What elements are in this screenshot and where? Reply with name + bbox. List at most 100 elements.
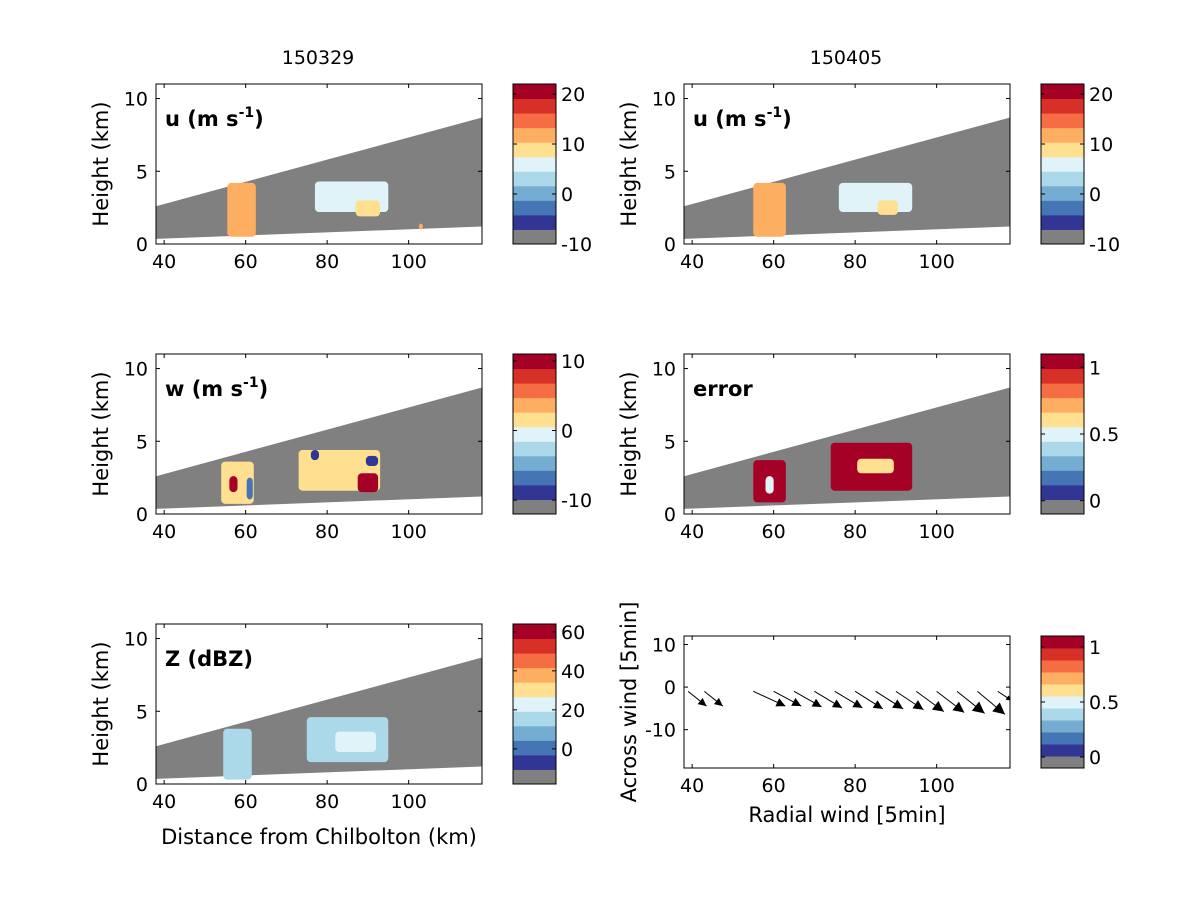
colorbar-swatch <box>1041 200 1084 216</box>
echo-cell <box>877 200 898 215</box>
y-tick-label: 10 <box>652 635 676 657</box>
y-tick-label: 5 <box>136 701 148 723</box>
y-axis-label: Height (km) <box>89 641 113 766</box>
colorbar-swatch <box>513 127 556 143</box>
colorbar-swatch <box>1041 660 1084 673</box>
colorbar-swatch <box>513 696 556 712</box>
plot-area <box>684 636 1010 768</box>
colorbar-swatch <box>1041 142 1084 158</box>
y-axis-label: Height (km) <box>89 101 113 226</box>
panel-label-superscript: -1 <box>243 375 259 391</box>
y-tick-label: 10 <box>124 359 148 381</box>
colorbar-swatch <box>1041 696 1084 709</box>
colorbar-swatch <box>1041 484 1084 500</box>
x-tick-label: 100 <box>919 251 955 273</box>
x-tick-label: 100 <box>919 775 955 797</box>
wind-arrow-head <box>992 702 1005 715</box>
colorbar-swatch <box>1041 113 1084 129</box>
colorbar-swatch <box>513 499 556 515</box>
colorbar-swatch <box>513 368 556 384</box>
colorbar-tick-label: -10 <box>1089 234 1120 256</box>
colorbar-tick-label: -10 <box>561 234 592 256</box>
colorbar-swatch <box>513 185 556 201</box>
colorbar-swatch <box>1041 672 1084 685</box>
y-tick-label: 0 <box>664 234 676 256</box>
y-tick-label: -10 <box>645 720 676 742</box>
x-tick-label: 100 <box>391 251 427 273</box>
y-axis-label: Height (km) <box>89 371 113 496</box>
y-tick-label: 5 <box>664 431 676 453</box>
y-axis-label: Height (km) <box>617 371 641 496</box>
x-tick-label: 80 <box>843 251 867 273</box>
x-tick-label: 80 <box>843 775 867 797</box>
panel-label-end: ) <box>782 107 792 131</box>
echo-cell <box>355 200 381 217</box>
colorbar-swatch <box>1041 185 1084 201</box>
plot-frame <box>155 83 483 245</box>
colorbar-swatch <box>1041 756 1084 769</box>
colorbar-swatch <box>1041 648 1084 661</box>
colorbar-swatch <box>1041 127 1084 143</box>
colorbar-swatch <box>513 354 556 370</box>
colorbar-swatch <box>1041 684 1084 697</box>
plot-data <box>684 117 1010 239</box>
colorbar-swatch <box>1041 426 1084 442</box>
plot-frame <box>683 635 1011 769</box>
echo-cell <box>227 182 256 237</box>
colorbar-tick-label: 20 <box>561 84 585 106</box>
x-tick-label: 80 <box>315 251 339 273</box>
x-axis-label: Distance from Chilbolton (km) <box>161 825 477 849</box>
colorbar-swatch <box>513 84 556 100</box>
wind-arrow-head <box>713 697 723 707</box>
wind-arrow-head <box>931 700 944 712</box>
colorbar-tick-label: 20 <box>561 700 585 722</box>
colorbar-swatch <box>1041 354 1084 370</box>
wind-arrow-head <box>912 700 924 710</box>
colorbar-tick-label: 0 <box>561 739 573 761</box>
colorbar-swatch <box>1041 470 1084 486</box>
colorbar-swatch <box>513 484 556 500</box>
colorbar-swatch <box>513 455 556 471</box>
y-tick-label: 0 <box>664 677 676 699</box>
y-tick-label: 5 <box>136 431 148 453</box>
panel-label: u (m s-1) <box>693 105 792 131</box>
colorbar-swatch <box>1041 636 1084 649</box>
wind-arrow-head <box>971 701 985 714</box>
colorbar-tick-label: 10 <box>561 134 585 156</box>
column-title-right: 150405 <box>810 47 883 69</box>
panel-label-end: ) <box>254 107 264 131</box>
y-tick-label: 10 <box>124 629 148 651</box>
plot-data <box>687 690 1010 715</box>
y-tick-label: 0 <box>136 504 148 526</box>
panel-label-text: Z (dBZ) <box>165 647 253 671</box>
x-tick-label: 40 <box>680 251 704 273</box>
panel-label-text: error <box>693 377 753 401</box>
x-tick-label: 100 <box>391 791 427 813</box>
panel-label-text: w (m s <box>165 377 243 401</box>
colorbar-swatch <box>1041 397 1084 413</box>
colorbar-swatch <box>513 624 556 640</box>
panel-label-superscript: -1 <box>239 105 255 121</box>
x-tick-label: 40 <box>680 521 704 543</box>
colorbar-swatch <box>513 397 556 413</box>
x-tick-label: 60 <box>762 775 786 797</box>
colorbar-tick-label: 1 <box>1089 637 1101 659</box>
colorbar-swatch <box>513 740 556 756</box>
colorbar-swatch <box>513 638 556 654</box>
plot-frame <box>155 353 483 515</box>
colorbar-swatch <box>1041 720 1084 733</box>
plot-frame <box>683 353 1011 515</box>
wind-arrow-head <box>1005 695 1010 701</box>
colorbar-tick-label: 20 <box>1089 84 1113 106</box>
wind-arrow-head <box>791 697 802 707</box>
y-tick-label: 0 <box>136 234 148 256</box>
colorbar-swatch <box>513 214 556 230</box>
x-tick-label: 60 <box>762 251 786 273</box>
y-tick-label: 5 <box>664 161 676 183</box>
colorbar-swatch <box>1041 455 1084 471</box>
wind-arrow-head <box>811 698 822 707</box>
colorbar-swatch <box>513 754 556 770</box>
